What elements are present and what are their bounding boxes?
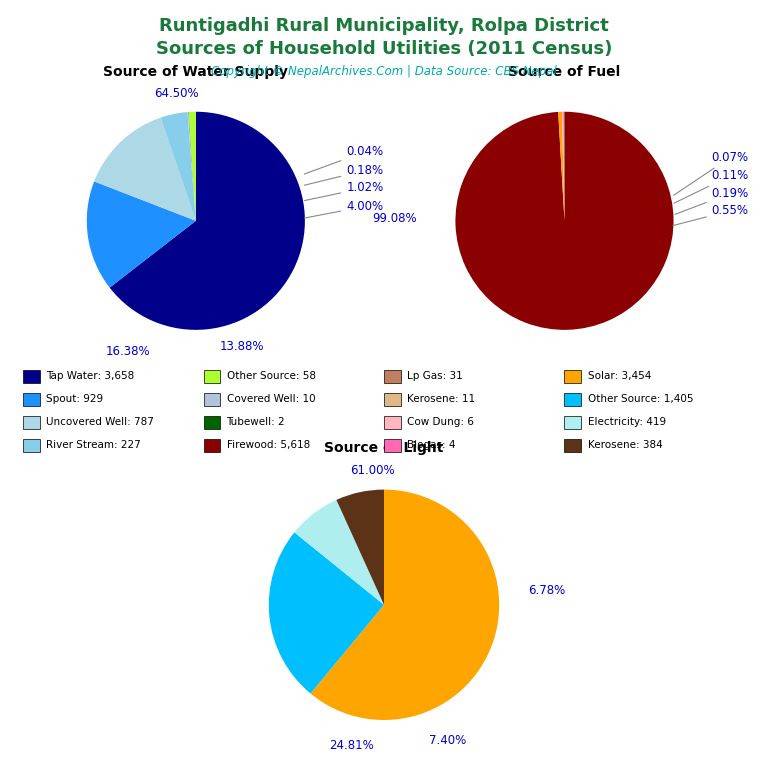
Title: Source of Fuel: Source of Fuel xyxy=(508,65,621,79)
Text: Electricity: 419: Electricity: 419 xyxy=(588,417,666,428)
Text: Solar: 3,454: Solar: 3,454 xyxy=(588,371,651,382)
Text: 1.02%: 1.02% xyxy=(304,181,383,200)
Wedge shape xyxy=(562,112,564,221)
Wedge shape xyxy=(187,112,196,221)
Wedge shape xyxy=(269,532,384,694)
Wedge shape xyxy=(455,111,674,329)
Text: Copyright © NepalArchives.Com | Data Source: CBS Nepal: Copyright © NepalArchives.Com | Data Sou… xyxy=(211,65,557,78)
Text: 0.18%: 0.18% xyxy=(304,164,383,185)
Text: 0.19%: 0.19% xyxy=(675,187,749,214)
Wedge shape xyxy=(161,112,196,221)
Wedge shape xyxy=(94,118,196,221)
Text: Cow Dung: 6: Cow Dung: 6 xyxy=(407,417,474,428)
Wedge shape xyxy=(189,112,196,221)
Wedge shape xyxy=(294,500,384,605)
Text: Runtigadhi Rural Municipality, Rolpa District: Runtigadhi Rural Municipality, Rolpa Dis… xyxy=(159,17,609,35)
Text: 13.88%: 13.88% xyxy=(220,339,264,353)
Text: Biogas: 4: Biogas: 4 xyxy=(407,440,455,451)
Text: Firewood: 5,618: Firewood: 5,618 xyxy=(227,440,310,451)
Text: 4.00%: 4.00% xyxy=(304,200,383,218)
Text: 24.81%: 24.81% xyxy=(329,739,374,752)
Text: 0.11%: 0.11% xyxy=(674,170,749,204)
Text: Kerosene: 11: Kerosene: 11 xyxy=(407,394,475,405)
Wedge shape xyxy=(558,112,564,221)
Title: Source of Light: Source of Light xyxy=(324,442,444,455)
Text: 0.55%: 0.55% xyxy=(673,204,749,226)
Text: Sources of Household Utilities (2011 Census): Sources of Household Utilities (2011 Cen… xyxy=(156,40,612,58)
Text: Other Source: 58: Other Source: 58 xyxy=(227,371,316,382)
Text: Tap Water: 3,658: Tap Water: 3,658 xyxy=(46,371,134,382)
Text: 99.08%: 99.08% xyxy=(372,212,417,225)
Text: Covered Well: 10: Covered Well: 10 xyxy=(227,394,315,405)
Text: Uncovered Well: 787: Uncovered Well: 787 xyxy=(46,417,154,428)
Wedge shape xyxy=(189,111,196,221)
Wedge shape xyxy=(87,181,196,288)
Text: 6.78%: 6.78% xyxy=(528,584,565,598)
Text: Lp Gas: 31: Lp Gas: 31 xyxy=(407,371,463,382)
Text: Kerosene: 384: Kerosene: 384 xyxy=(588,440,662,451)
Wedge shape xyxy=(110,111,305,329)
Text: Other Source: 1,405: Other Source: 1,405 xyxy=(588,394,693,405)
Wedge shape xyxy=(310,490,499,720)
Text: Spout: 929: Spout: 929 xyxy=(46,394,103,405)
Text: 16.38%: 16.38% xyxy=(106,345,151,358)
Text: 61.00%: 61.00% xyxy=(350,464,395,476)
Text: 0.07%: 0.07% xyxy=(674,151,749,195)
Title: Source of Water Supply: Source of Water Supply xyxy=(104,65,288,79)
Text: 0.04%: 0.04% xyxy=(304,145,383,174)
Text: 64.50%: 64.50% xyxy=(154,87,198,100)
Text: Tubewell: 2: Tubewell: 2 xyxy=(227,417,285,428)
Text: 7.40%: 7.40% xyxy=(429,734,466,747)
Text: River Stream: 227: River Stream: 227 xyxy=(46,440,141,451)
Wedge shape xyxy=(563,112,564,221)
Wedge shape xyxy=(336,490,384,605)
